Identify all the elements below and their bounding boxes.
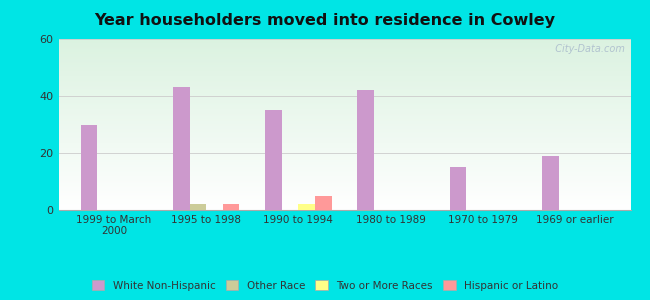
Text: Year householders moved into residence in Cowley: Year householders moved into residence i… bbox=[94, 14, 556, 28]
Text: City-Data.com: City-Data.com bbox=[549, 44, 625, 54]
Legend: White Non-Hispanic, Other Race, Two or More Races, Hispanic or Latino: White Non-Hispanic, Other Race, Two or M… bbox=[88, 276, 562, 295]
Bar bbox=[315, 196, 332, 210]
Bar bbox=[265, 110, 281, 210]
Bar bbox=[81, 124, 98, 210]
Bar bbox=[223, 204, 239, 210]
Bar bbox=[190, 204, 206, 210]
Bar bbox=[173, 88, 190, 210]
Bar bbox=[450, 167, 466, 210]
Bar bbox=[542, 156, 558, 210]
Bar bbox=[298, 204, 315, 210]
Bar bbox=[358, 90, 374, 210]
